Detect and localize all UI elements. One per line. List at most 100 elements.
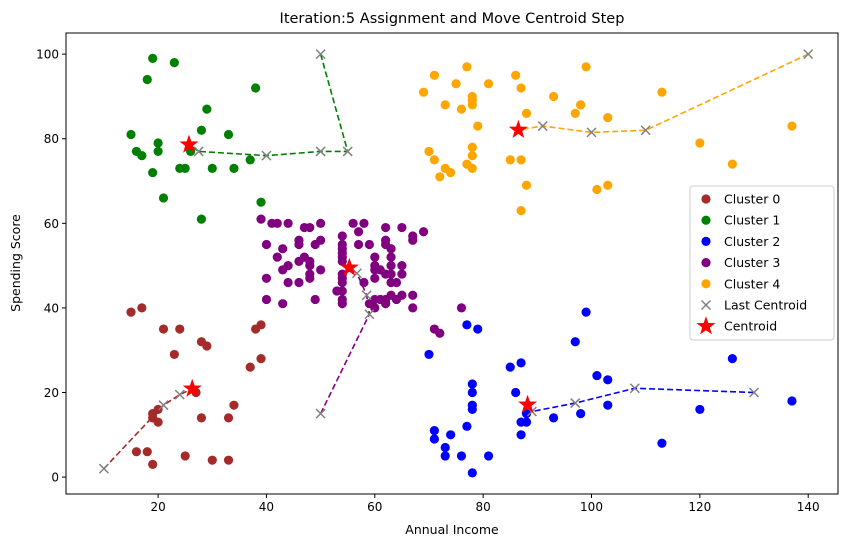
data-point (727, 354, 737, 364)
data-point (467, 468, 477, 478)
data-point (169, 58, 179, 68)
data-point (316, 235, 326, 245)
data-point (202, 104, 212, 114)
data-point (462, 421, 472, 431)
legend-dot-icon (701, 236, 711, 246)
legend-item: Cluster 3 (701, 255, 780, 270)
data-point (435, 172, 445, 182)
legend-item: Cluster 4 (701, 276, 780, 291)
data-point (456, 451, 467, 461)
data-point (695, 404, 705, 415)
data-point (223, 455, 234, 465)
data-point (657, 438, 667, 448)
data-point (581, 307, 591, 317)
data-point (451, 79, 461, 89)
data-point (483, 451, 494, 461)
data-point (440, 100, 450, 110)
chart-title: Iteration:5 Assignment and Move Centroid… (280, 11, 625, 27)
data-point (142, 74, 152, 85)
data-point (267, 218, 277, 228)
data-point (283, 261, 293, 271)
data-point (229, 400, 239, 410)
x-tick-label: 20 (150, 500, 165, 514)
data-point (370, 273, 380, 283)
data-point (245, 362, 255, 372)
x-tick-label: 40 (259, 500, 274, 514)
x-tick-label: 140 (797, 500, 820, 514)
data-point (337, 269, 347, 279)
data-point (521, 108, 532, 118)
legend-item: Last Centroid (700, 298, 807, 313)
data-point (359, 277, 369, 288)
data-point (397, 261, 407, 271)
y-axis-label: Spending Score (8, 214, 23, 312)
data-point (570, 337, 580, 347)
data-point (462, 320, 472, 330)
data-point (467, 404, 477, 415)
last-centroid-marker (361, 290, 372, 301)
data-point (695, 138, 705, 148)
x-axis-label: Annual Income (405, 522, 499, 537)
legend: Cluster 0 Cluster 1 Cluster 2 Cluster 3 Clus… (689, 185, 835, 341)
last-centroid-marker (342, 146, 353, 157)
data-point (511, 70, 521, 80)
data-point (467, 151, 477, 161)
legend-box (689, 185, 835, 341)
centroid-path-4 (518, 53, 809, 134)
data-point (294, 239, 304, 250)
x-tick-label: 100 (580, 500, 603, 514)
data-point (456, 104, 467, 114)
series-cluster-1 (126, 53, 266, 224)
y-tick-label: 40 (44, 301, 59, 315)
data-point (153, 404, 163, 415)
last-centroid-marker (364, 309, 375, 320)
data-point (408, 290, 418, 300)
last-centroid-marker (158, 400, 169, 411)
last-centroid-marker (315, 146, 326, 157)
last-centroid-marker (537, 121, 548, 132)
last-centroid-marker (629, 383, 640, 394)
data-point (381, 222, 391, 233)
last-centroid-marker (586, 127, 597, 138)
data-point (196, 125, 207, 135)
data-point (153, 417, 163, 427)
data-point (581, 62, 591, 72)
data-point (158, 324, 169, 334)
series-cluster-0 (126, 303, 266, 469)
data-point (516, 206, 526, 216)
data-point (283, 277, 293, 288)
data-point (473, 324, 483, 334)
legend-dot-icon (701, 215, 711, 225)
data-point (256, 197, 266, 207)
data-point (245, 155, 255, 165)
x-tick-label: 60 (367, 500, 382, 514)
data-point (424, 146, 434, 157)
centroid-path-2 (526, 387, 755, 413)
data-point (483, 79, 494, 89)
data-point (521, 417, 532, 427)
data-point (202, 341, 212, 351)
data-point (418, 227, 429, 237)
data-point (548, 413, 559, 423)
data-point (223, 413, 234, 423)
data-point (278, 244, 288, 254)
data-point (429, 434, 439, 444)
data-point (570, 108, 580, 118)
data-point (316, 218, 326, 228)
data-point (153, 146, 163, 157)
centroid-star (508, 119, 528, 138)
last-centroid-marker (570, 398, 581, 409)
last-centroid-marker (193, 146, 204, 157)
data-point (787, 396, 797, 406)
data-point (316, 265, 326, 275)
data-point (223, 129, 234, 140)
data-point (657, 87, 667, 97)
data-point (272, 252, 282, 262)
series-cluster-3 (256, 214, 467, 338)
data-point (418, 87, 429, 97)
last-centroid-marker (98, 463, 109, 474)
data-point (148, 167, 158, 178)
data-point (505, 155, 515, 165)
data-point (251, 83, 261, 93)
data-point (337, 256, 347, 266)
